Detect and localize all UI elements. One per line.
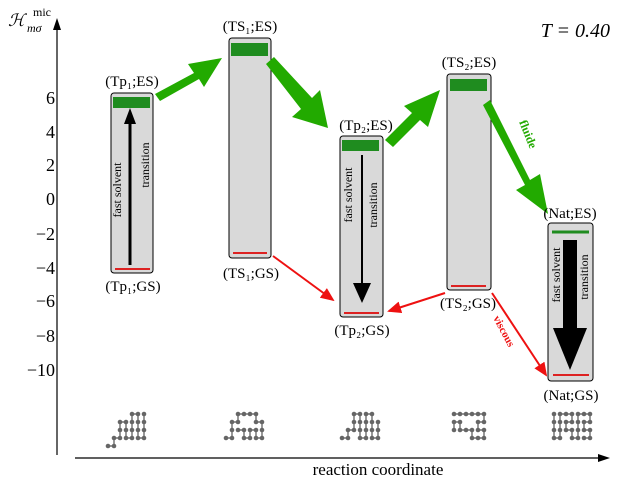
state-label-ts1-es: (TS₁;ES) [223, 19, 277, 35]
y-axis-label: ℋ [8, 11, 28, 30]
green-arrow-tp2-ts2 [385, 90, 440, 147]
tp1-box [110, 92, 154, 274]
ts2-es-bar [450, 79, 487, 91]
state-label-tp2-gs: (Tp₂;GS) [334, 323, 389, 339]
ts2-box [446, 73, 492, 291]
viscous-label: viscous [490, 314, 517, 350]
y-axis-label-subscript: mσ [27, 21, 43, 35]
y-tick-label: −6 [36, 291, 55, 311]
conformation-ts2 [451, 411, 487, 441]
y-tick-label: 2 [46, 155, 55, 175]
conformation-tp2 [339, 411, 381, 441]
conformation-nat [551, 411, 593, 441]
red-arrow-ts2-nat [491, 292, 548, 377]
y-tick-label: −8 [36, 326, 55, 346]
fluide-label: fluide [516, 118, 540, 151]
state-label-ts2-gs: (TS₂;GS) [440, 296, 496, 312]
nat-transition-arrowhead [553, 328, 587, 370]
y-tick-label: −2 [36, 224, 55, 244]
green-arrow-ts1-tp2 [266, 57, 328, 128]
conformation-ts1 [223, 411, 265, 441]
green-arrow-ts2-nat [483, 100, 548, 214]
temperature-label: T = 0.40 [541, 20, 610, 42]
tp1-fast-solvent-label: fast solvent [110, 162, 124, 218]
y-axis-arrowhead [53, 18, 61, 30]
y-axis-label-superscript: mic [33, 5, 51, 19]
tp1-transition-label: transition [138, 142, 152, 187]
tp1-es-bar [113, 97, 150, 108]
x-axis-label: reaction coordinate [313, 460, 444, 479]
state-label-nat-es: (Nat;ES) [543, 206, 596, 222]
green-arrows [155, 57, 548, 214]
tp2-es-bar [342, 140, 379, 151]
tp2-transition-arrowhead [353, 283, 371, 303]
nat-transition-arrow-shaft [563, 240, 577, 330]
nat-fast-solvent-label: fast solvent [549, 247, 563, 303]
nat-transition-label: transition [577, 254, 591, 299]
tp1-transition-arrowhead [124, 108, 136, 124]
state-label-tp2-es: (Tp₂;ES) [339, 118, 393, 134]
ts1-es-bar [231, 43, 268, 56]
state-label-ts2-es: (TS₂;ES) [442, 55, 496, 71]
state-label-tp1-es: (Tp₁;ES) [105, 74, 159, 90]
ts1-box [228, 37, 272, 259]
conformation-tp1 [105, 411, 147, 449]
state-label-tp1-gs: (Tp₁;GS) [105, 279, 160, 295]
y-tick-label: −10 [27, 360, 55, 380]
x-axis-arrowhead [598, 454, 610, 462]
red-arrow-ts1-tp2 [272, 255, 335, 302]
y-tick-label: −4 [36, 258, 55, 278]
y-tick-label: 6 [46, 88, 55, 108]
tp2-fast-solvent-label: fast solvent [341, 167, 355, 223]
state-label-nat-gs: (Nat;GS) [544, 388, 599, 404]
green-arrow-tp1-ts1 [155, 58, 222, 101]
state-label-ts1-gs: (TS₁;GS) [223, 266, 279, 282]
y-tick-label: 0 [46, 189, 55, 209]
y-tick-label: 4 [46, 122, 55, 142]
tp2-transition-label: transition [366, 182, 380, 227]
red-arrow-ts2-tp2 [387, 292, 446, 314]
